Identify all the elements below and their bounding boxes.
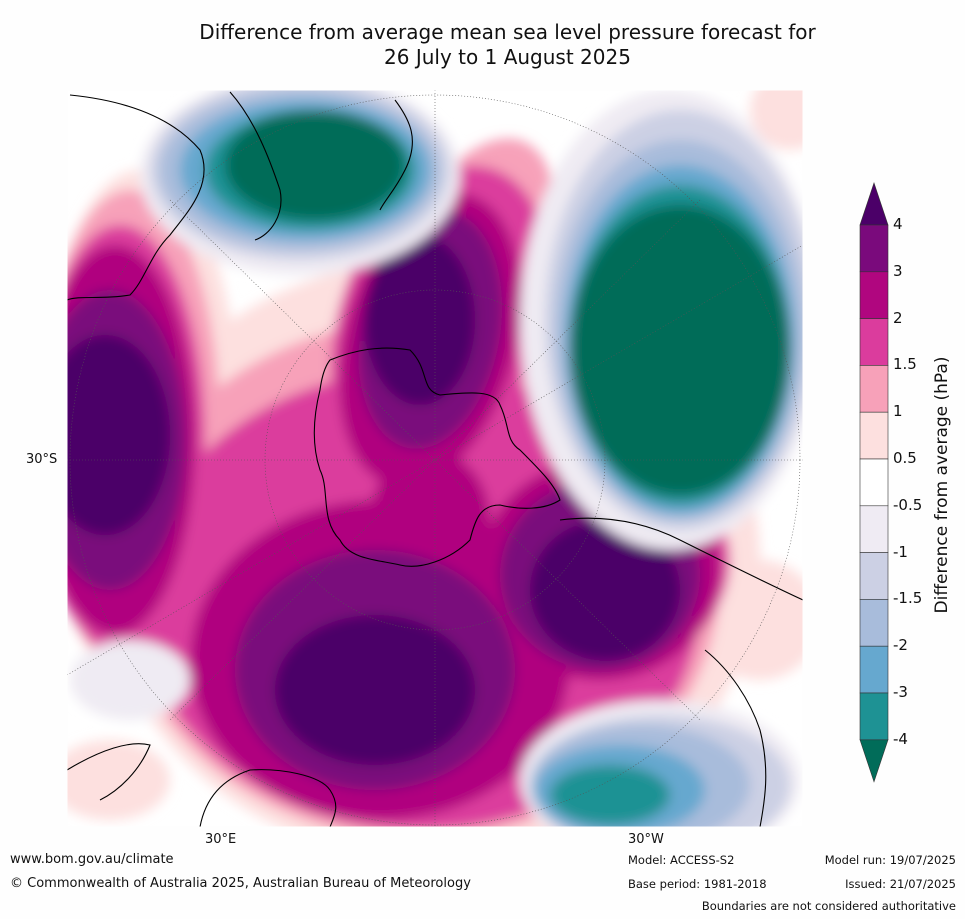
colorbar-tick-label: 0.5: [893, 449, 917, 467]
colorbar-extend-max: [859, 182, 889, 226]
lon-label-30w: 30°W: [628, 832, 664, 847]
colorbar-tick-label: -0.5: [893, 495, 923, 514]
colorbar-swatch: [859, 599, 889, 647]
colorbar-swatch: [859, 318, 889, 366]
colorbar-tick-label: 3: [893, 261, 903, 280]
anomaly-below-minus-4: [225, 110, 790, 495]
colorbar-swatch: [859, 692, 889, 741]
footer-model-run: Model run: 19/07/2025: [824, 853, 956, 867]
footer-url[interactable]: www.bom.gov.au/climate: [10, 852, 174, 867]
colorbar-tick-label: -1: [893, 542, 908, 561]
map-frame: [66, 89, 804, 828]
colorbar-swatch: [859, 411, 889, 460]
anomaly-above-4: [67, 235, 680, 765]
colorbar-swatches: [859, 182, 889, 783]
footer-copyright: © Commonwealth of Australia 2025, Austra…: [10, 876, 471, 891]
colorbar-swatch: [859, 224, 889, 273]
footer-model: Model: ACCESS-S2: [628, 853, 735, 867]
colorbar-tick-label: 2: [893, 308, 903, 327]
colorbar-swatch: [859, 365, 889, 413]
colorbar-tick-label: -3: [893, 683, 908, 701]
colorbar-label: Difference from average (hPa): [932, 356, 952, 614]
colorbar-tick-label: -1.5: [893, 589, 923, 608]
colorbar-extend-min: [859, 739, 889, 783]
colorbar-swatch: [859, 552, 889, 600]
colorbar-tick-label: 1: [893, 402, 903, 421]
colorbar-tick-label: 4: [893, 215, 903, 233]
footer-issued: Issued: 21/07/2025: [845, 877, 956, 891]
colorbar-swatch: [859, 271, 889, 319]
colorbar-swatch: [859, 505, 889, 553]
colorbar-tick-label: -2: [893, 636, 908, 655]
colorbar-tick-label: 1.5: [893, 355, 917, 374]
colorbar-swatch: [859, 645, 889, 694]
footer-base-period: Base period: 1981-2018: [628, 877, 767, 891]
lat-label-30s: 30°S: [26, 452, 58, 467]
title-line-1: Difference from average mean sea level p…: [199, 20, 816, 44]
colorbar-tick-label: -4: [893, 729, 908, 748]
colorbar-swatch: [859, 458, 889, 507]
graticule: [67, 90, 803, 827]
coastlines: [67, 91, 803, 827]
footer-disclaimer: Boundaries are not considered authoritat…: [701, 899, 956, 913]
lon-label-30e: 30°E: [205, 832, 237, 847]
title-line-2: 26 July to 1 August 2025: [384, 45, 631, 69]
chart-title: Difference from average mean sea level p…: [60, 20, 955, 70]
